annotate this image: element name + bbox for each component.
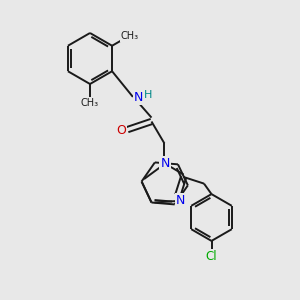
- Text: N: N: [134, 91, 144, 104]
- Text: H: H: [144, 90, 152, 100]
- Text: CH₃: CH₃: [81, 98, 99, 108]
- Text: Cl: Cl: [206, 250, 217, 263]
- Text: CH₃: CH₃: [121, 32, 139, 41]
- Text: N: N: [160, 157, 170, 170]
- Text: O: O: [116, 124, 126, 137]
- Text: N: N: [176, 194, 186, 207]
